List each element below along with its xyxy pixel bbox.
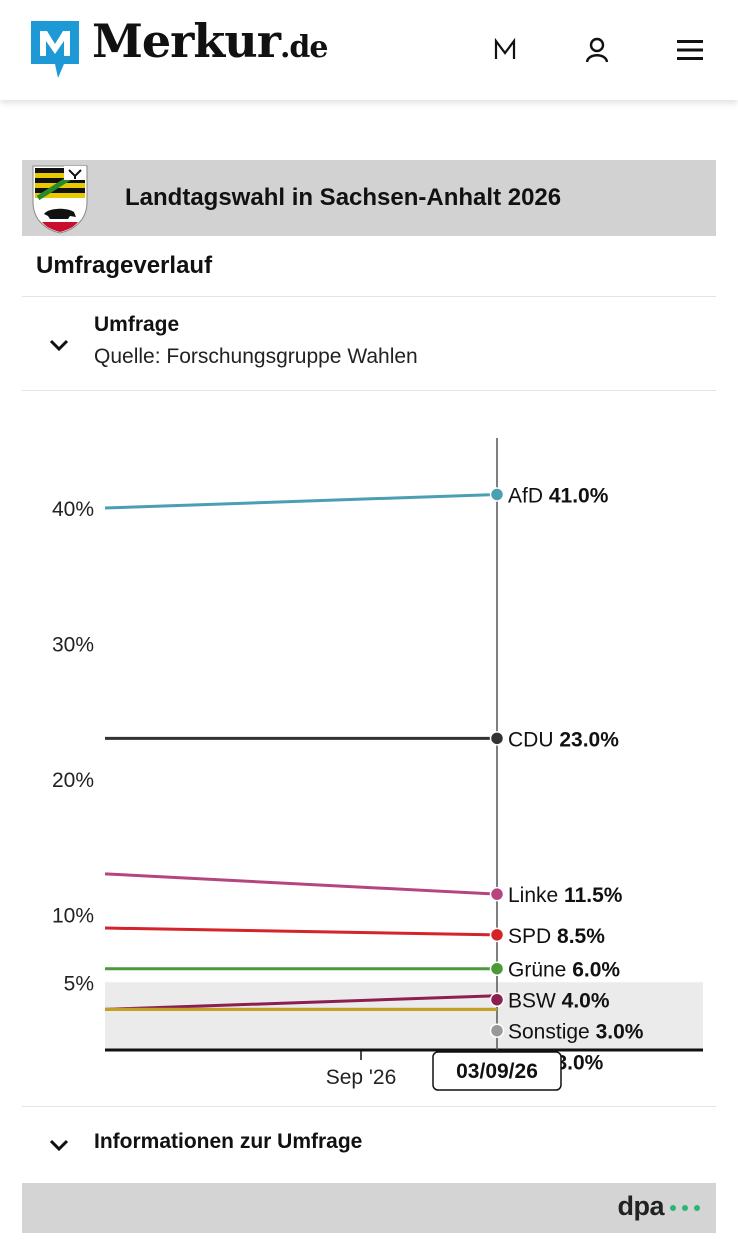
- series-name: BSW: [508, 990, 562, 1013]
- series-name: SPD: [508, 925, 557, 948]
- series-label-cdu: CDU 23.0%: [508, 728, 619, 751]
- logo-name: Merkur: [92, 14, 281, 68]
- site-header: Merkur.de: [0, 0, 738, 100]
- y-tick-label: 20%: [52, 769, 94, 792]
- series-line-bsw: [104, 994, 498, 1011]
- y-tick-label: 5%: [64, 972, 94, 995]
- series-dot-spd: [489, 927, 505, 943]
- series-name: CDU: [508, 728, 559, 751]
- y-tick-label: 10%: [52, 905, 94, 928]
- coat-of-arms-icon: [30, 164, 90, 234]
- chevron-down-icon[interactable]: [48, 1138, 70, 1152]
- series-value: 3.0%: [596, 1021, 644, 1044]
- election-card: Landtagswahl in Sachsen-Anhalt 2026 Umfr…: [22, 160, 716, 1107]
- series-name: Grüne: [508, 959, 572, 982]
- x-tick-label: Sep '26: [326, 1066, 397, 1089]
- series-label-spd: SPD 8.5%: [508, 925, 605, 948]
- section-title: Umfrageverlauf: [36, 252, 213, 279]
- poll-source: Quelle: Forschungsgruppe Wahlen: [94, 345, 418, 368]
- poll-selector-label[interactable]: Umfrage: [94, 313, 180, 336]
- footer-bar: dpa: [22, 1183, 716, 1233]
- series-label-sonstige: Sonstige 3.0%: [508, 1021, 644, 1044]
- page-title: Landtagswahl in Sachsen-Anhalt 2026: [125, 184, 562, 211]
- series-name: Linke: [508, 884, 564, 907]
- series-dot-bsw: [489, 992, 505, 1007]
- divider: [22, 390, 716, 391]
- series-dot-cdu: [489, 731, 505, 746]
- menu-icon[interactable]: [670, 30, 710, 70]
- site-logo-text[interactable]: Merkur.de: [92, 14, 328, 68]
- user-icon[interactable]: [577, 30, 617, 70]
- merkur-logo-icon[interactable]: [28, 18, 82, 82]
- series-dot-grüne: [489, 961, 505, 976]
- series-name: Sonstige: [508, 1021, 596, 1044]
- series-label-grüne: Grüne 6.0%: [508, 959, 620, 982]
- series-dot-linke: [489, 886, 505, 902]
- dpa-dots-icon: [670, 1205, 700, 1211]
- series-label-afd: AfD 41.0%: [508, 484, 609, 507]
- divider: [22, 296, 716, 297]
- series-dot-afd: [489, 487, 505, 502]
- series-value: 41.0%: [549, 484, 609, 507]
- series-line-linke: [104, 872, 498, 896]
- series-name: AfD: [508, 484, 549, 507]
- series-value: 11.5%: [564, 884, 623, 907]
- series-value: 6.0%: [572, 959, 620, 982]
- selected-date-label: 03/09/26: [456, 1060, 538, 1083]
- series-line-afd: [104, 492, 498, 510]
- y-tick-label: 40%: [52, 498, 94, 521]
- series-value: 3.0%: [555, 1052, 603, 1075]
- selected-date-box: [432, 1051, 562, 1091]
- m-icon[interactable]: [485, 30, 525, 70]
- threshold-band: [105, 982, 703, 1050]
- logo-tld: .de: [279, 30, 329, 65]
- series-line-spd: [104, 926, 498, 937]
- series-label-bsw: BSW 4.0%: [508, 990, 610, 1013]
- series-value: 23.0%: [559, 728, 619, 751]
- series-label-linke: Linke 11.5%: [508, 884, 623, 907]
- info-toggle[interactable]: Informationen zur Umfrage: [94, 1130, 363, 1153]
- series-dot-sonstige: [489, 1023, 505, 1038]
- dpa-logo: dpa: [617, 1191, 664, 1221]
- poll-chart: 40% 30% 20% 10% 5% Sep '26 AfD 41.0% CDU 23.0% L…: [52, 438, 703, 1091]
- chevron-down-icon[interactable]: [48, 338, 70, 352]
- series-value: 4.0%: [562, 990, 610, 1013]
- title-bar: Landtagswahl in Sachsen-Anhalt 2026: [22, 160, 716, 236]
- y-tick-label: 30%: [52, 634, 94, 657]
- divider: [22, 1106, 716, 1107]
- series-value: 8.5%: [557, 925, 605, 948]
